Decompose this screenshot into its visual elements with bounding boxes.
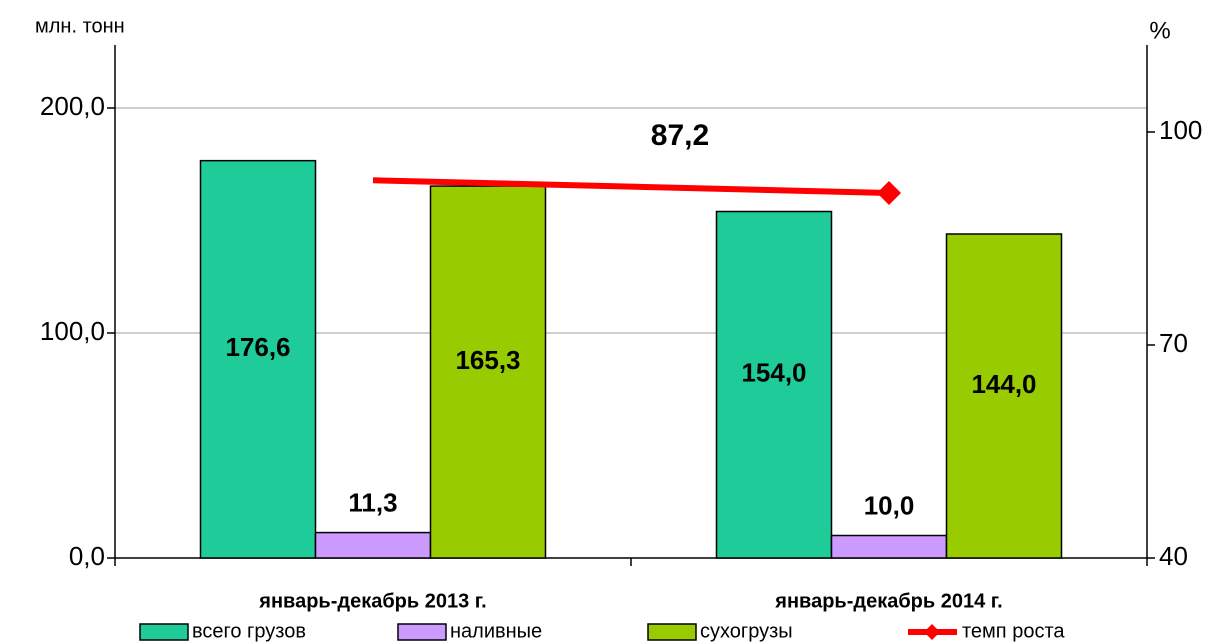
line [372, 177, 890, 197]
data-label: 165,3 [455, 345, 520, 375]
y-tick-label: 0,0 [69, 541, 105, 571]
data-label: 11,3 [348, 487, 397, 517]
data-label: 154,0 [741, 358, 806, 388]
legend-label: сухогрузы [700, 620, 793, 642]
annotation: 87,2 [651, 119, 709, 152]
line-marker [877, 181, 901, 206]
legend-swatch [139, 623, 189, 641]
y2-tick-label: 100 [1159, 115, 1202, 145]
data-label: 10,0 [864, 490, 915, 520]
bar [945, 233, 1063, 559]
legend-swatch [647, 623, 697, 641]
y-tick-label: 200,0 [40, 91, 105, 121]
bar [314, 531, 432, 559]
x-tick-label: январь-декабрь 2014 г. [774, 590, 1002, 612]
y-tick-label: 100,0 [40, 316, 105, 346]
data-label: 144,0 [971, 369, 1036, 399]
y2-tick-label: 70 [1159, 328, 1188, 358]
bar [715, 210, 833, 559]
legend-label: наливные [450, 620, 542, 642]
legend-label: всего грузов [192, 620, 306, 642]
legend-swatch [397, 623, 447, 641]
legend-swatch [924, 624, 940, 640]
data-label: 176,6 [225, 332, 290, 362]
y2-axis-title: % [1149, 17, 1170, 44]
x-tick-label: январь-декабрь 2013 г. [258, 590, 486, 612]
bar [830, 534, 948, 559]
y2-tick-label: 40 [1159, 541, 1188, 571]
y-axis-title: млн. тонн [35, 15, 125, 37]
bar [199, 159, 317, 559]
bar [429, 185, 547, 559]
legend-label: темп роста [962, 620, 1065, 642]
